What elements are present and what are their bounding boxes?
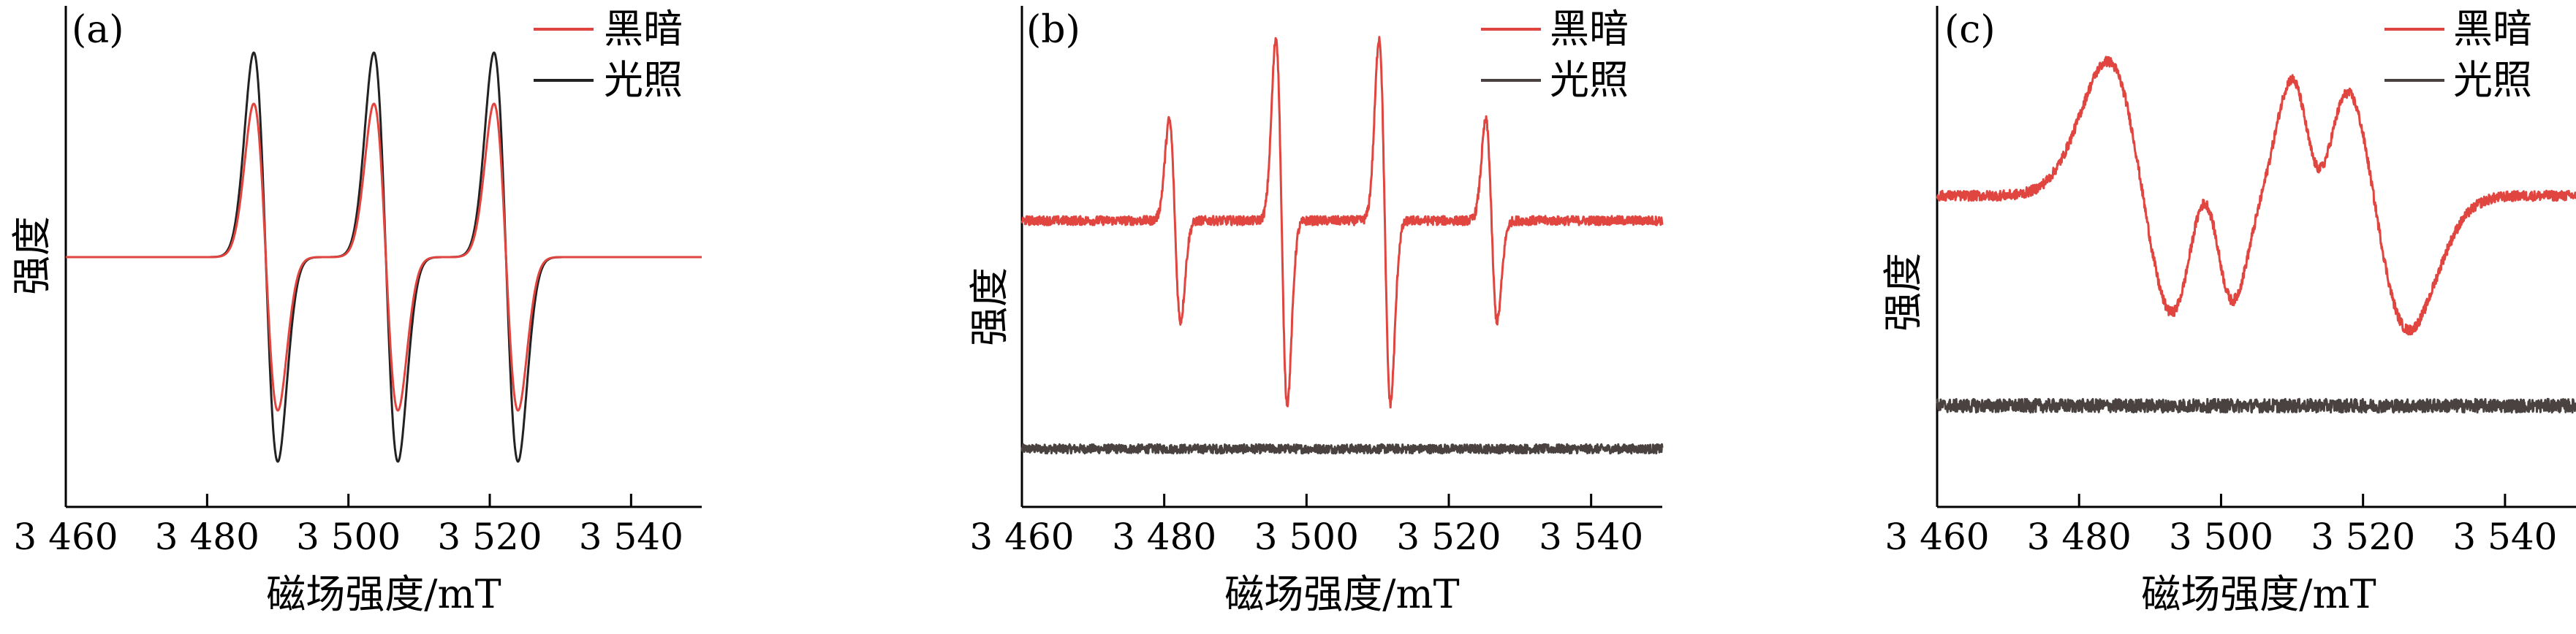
panel-c-label: (c) bbox=[1944, 8, 1996, 52]
panel-c-xlabel: 磁场强度/mT bbox=[2141, 571, 2376, 617]
panel-a-xtick-label-2: 3 500 bbox=[296, 516, 401, 558]
panel-a-legend-label-0: 黑暗 bbox=[604, 6, 683, 52]
panel-b-series bbox=[1020, 36, 1664, 455]
panel-b-xtick-label-2: 3 500 bbox=[1254, 516, 1359, 558]
panel-c-ylabel: 强度 bbox=[1880, 253, 1926, 332]
panel-b-xlabel: 磁场强度/mT bbox=[1224, 571, 1459, 617]
panel-a-series-line-0 bbox=[65, 102, 702, 412]
panel-c-xtick-label-1: 3 480 bbox=[2027, 516, 2132, 558]
panel-b-xtick-label-0: 3 460 bbox=[969, 516, 1074, 558]
panel-c-xticks: 3 460 3 480 3 500 3 520 3 540 bbox=[1884, 494, 2557, 558]
panel-a-xtick-label-4: 3 540 bbox=[579, 516, 683, 558]
panel-a-xtick-label-3: 3 520 bbox=[437, 516, 542, 558]
panel-a-xtick-label-1: 3 480 bbox=[155, 516, 260, 558]
panel-c-xtick-label-4: 3 540 bbox=[2452, 516, 2557, 558]
panel-a-xlabel: 磁场强度/mT bbox=[266, 571, 501, 617]
panel-b-label: (b) bbox=[1026, 8, 1080, 52]
panel-b-series-line-0 bbox=[1020, 36, 1664, 409]
panel-c-legend: 黑暗 光照 bbox=[2384, 6, 2532, 103]
panel-a-legend: 黑暗 光照 bbox=[534, 6, 683, 103]
panel-c-legend-label-0: 黑暗 bbox=[2453, 6, 2532, 52]
panel-b-legend-label-0: 黑暗 bbox=[1550, 6, 1629, 52]
panel-b-legend: 黑暗 光照 bbox=[1481, 6, 1629, 103]
panel-a-xtick-label-0: 3 460 bbox=[13, 516, 118, 558]
panel-a-xticks: 3 460 3 480 3 500 3 520 3 540 bbox=[13, 494, 683, 558]
panel-a-legend-label-1: 光照 bbox=[604, 57, 683, 103]
panel-b-ylabel: 强度 bbox=[966, 267, 1012, 346]
panel-b-xtick-label-4: 3 540 bbox=[1539, 516, 1643, 558]
panel-a-series bbox=[65, 51, 702, 463]
panel-c-series-line-0 bbox=[1936, 56, 2576, 336]
panel-a: 3 460 3 480 3 500 3 520 3 540 (a) 黑暗 光照 强度 磁… bbox=[9, 6, 702, 617]
panel-c-xtick-label-0: 3 460 bbox=[1884, 516, 1989, 558]
panel-b-series-line-1 bbox=[1020, 443, 1664, 455]
panel-b-xtick-label-1: 3 480 bbox=[1112, 516, 1216, 558]
panel-a-label: (a) bbox=[72, 8, 124, 52]
panel-c-series-line-1 bbox=[1936, 397, 2576, 414]
panel-a-ylabel: 强度 bbox=[9, 216, 55, 295]
panel-c-legend-label-1: 光照 bbox=[2453, 57, 2532, 103]
panel-b: 3 460 3 480 3 500 3 520 3 540 (b) 黑暗 光照 强度 磁… bbox=[966, 6, 1664, 617]
panel-c: 3 460 3 480 3 500 3 520 3 540 (c) 黑暗 光照 强度 磁… bbox=[1880, 6, 2576, 617]
panel-b-legend-label-1: 光照 bbox=[1550, 57, 1629, 103]
panel-c-xtick-label-3: 3 520 bbox=[2311, 516, 2415, 558]
panel-b-xtick-label-3: 3 520 bbox=[1396, 516, 1501, 558]
panel-c-series bbox=[1936, 56, 2576, 414]
panel-c-xtick-label-2: 3 500 bbox=[2169, 516, 2273, 558]
panel-b-xticks: 3 460 3 480 3 500 3 520 3 540 bbox=[969, 494, 1643, 558]
